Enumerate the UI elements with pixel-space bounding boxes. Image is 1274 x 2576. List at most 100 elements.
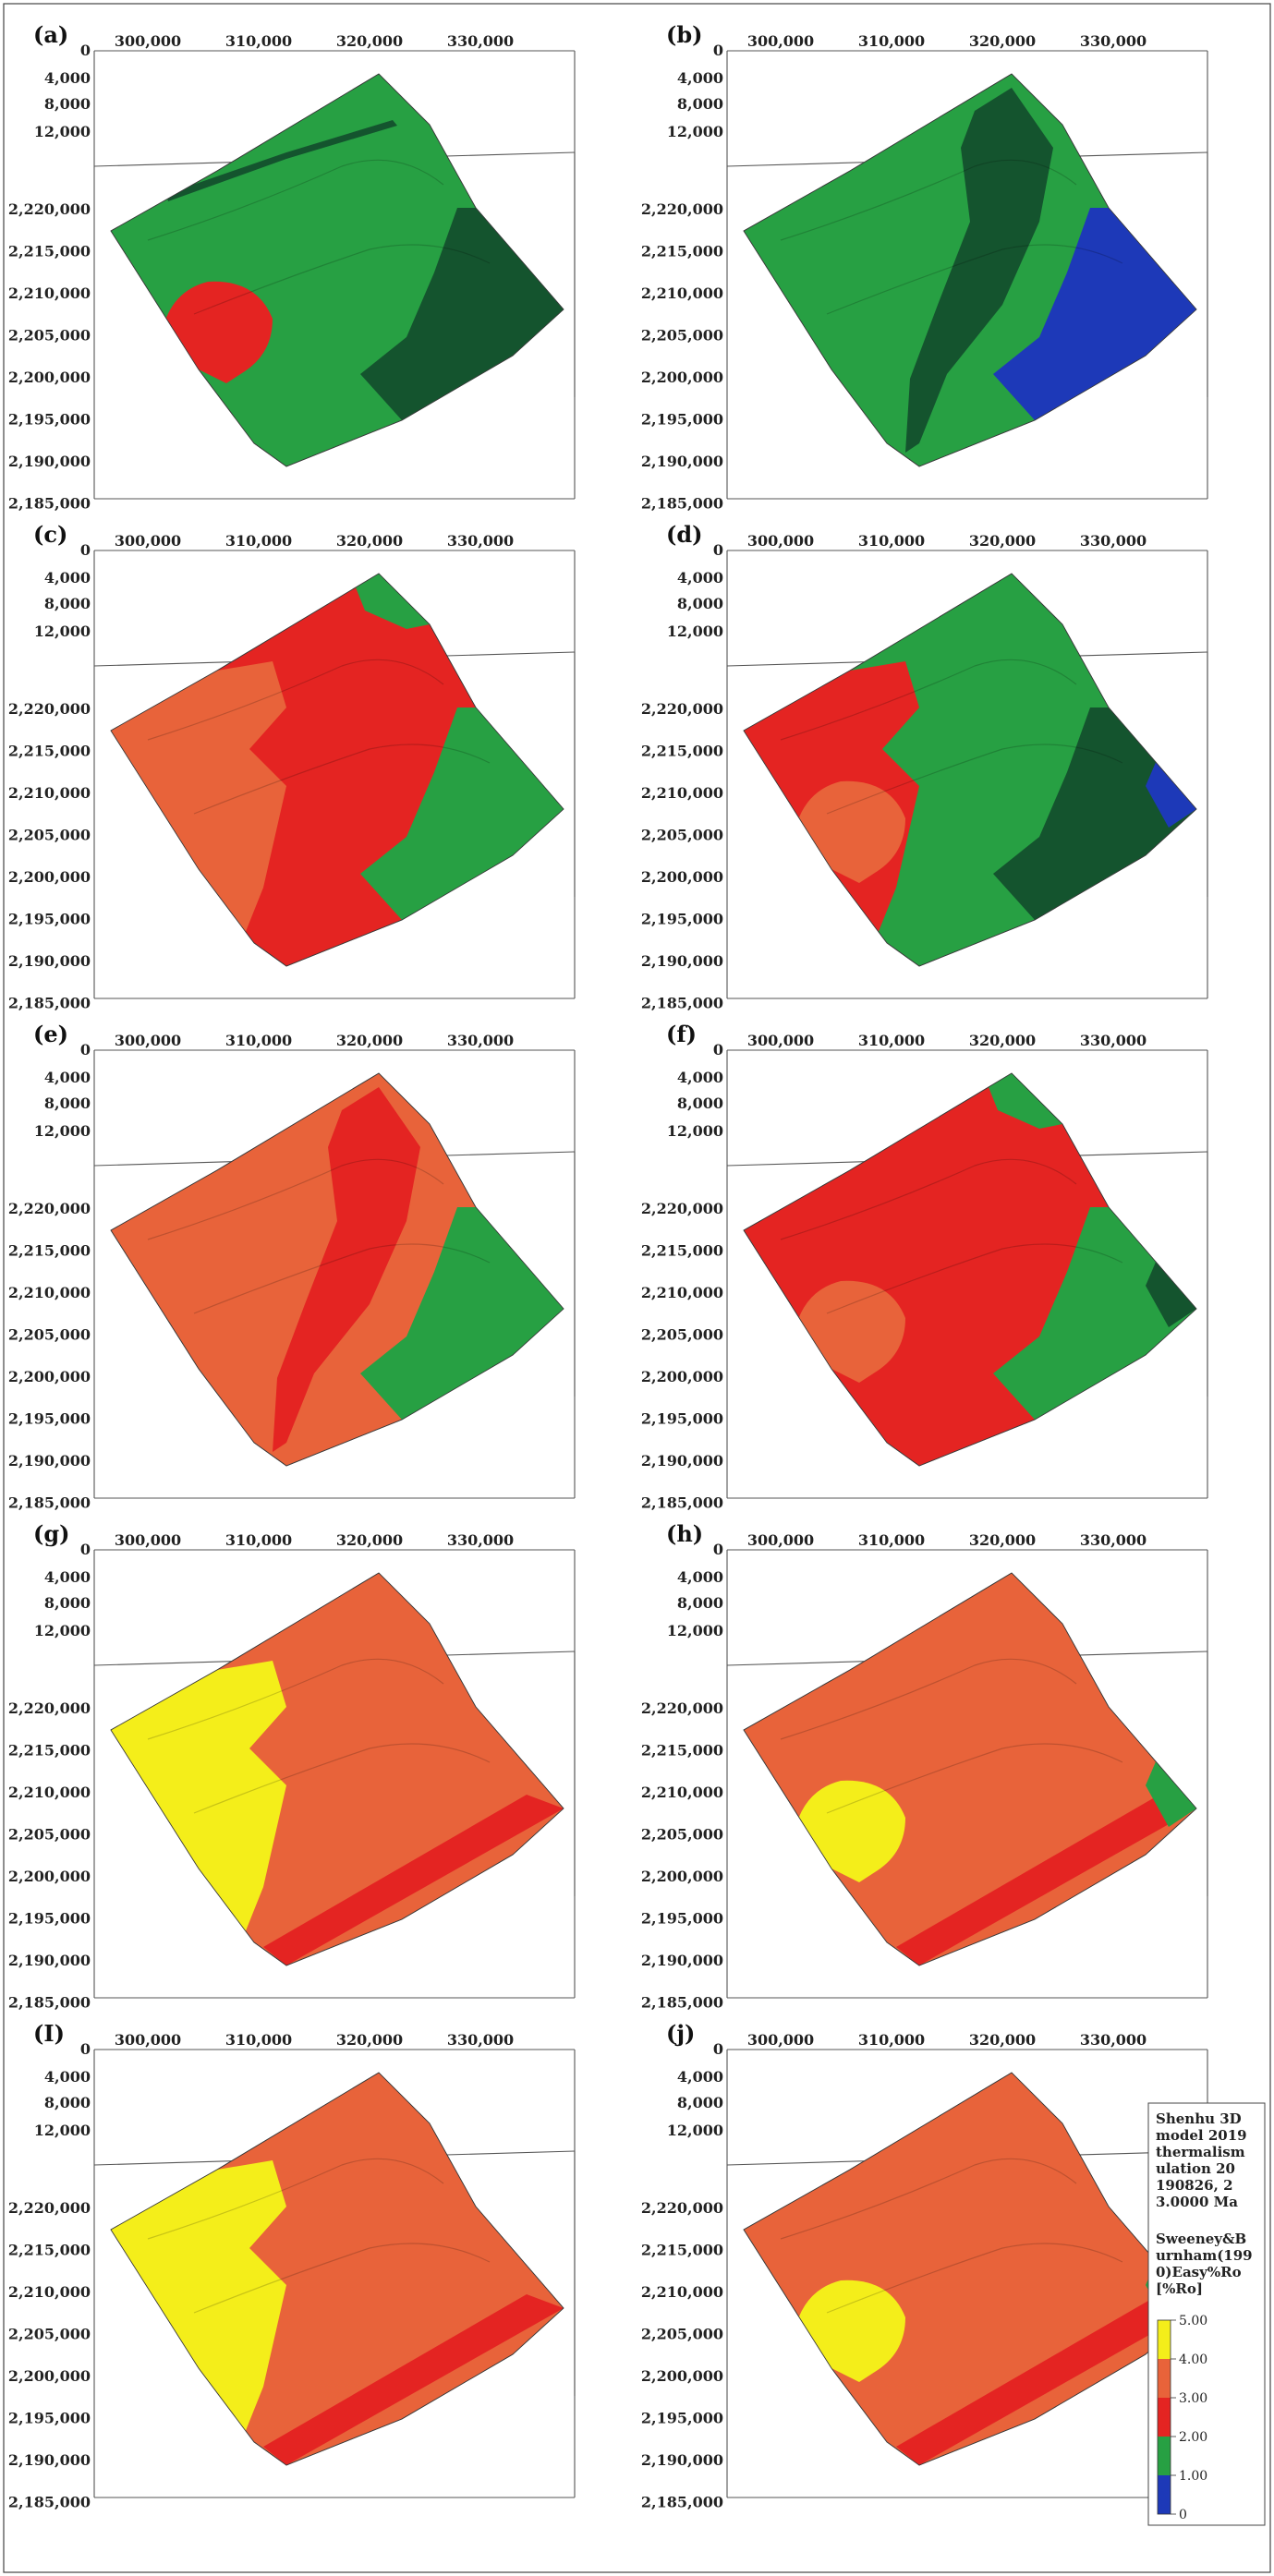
panel-5: (e) 300,000 310,000 320,000 330,000 0 4,000 8,0… — [8, 1021, 576, 1512]
y-tick-label: 2,220,000 — [641, 1699, 723, 1717]
y-tick-label: 2,200,000 — [641, 1868, 723, 1885]
y-tick-label: 2,215,000 — [641, 243, 723, 260]
panel-4: (d) 300,000 310,000 320,000 330,000 0 4,000 8,0… — [641, 521, 1208, 1012]
y-tick-label: 2,220,000 — [8, 2199, 91, 2217]
y-tick-label: 2,210,000 — [641, 1784, 723, 1801]
x-tick-label: 330,000 — [1080, 1032, 1147, 1049]
surface-region-3 — [1146, 1753, 1196, 1827]
relief-line-2 — [826, 2243, 1123, 2314]
legend-subtitle-line: 0)Easy%Ro — [1156, 2264, 1242, 2280]
y-tick-label: 2,190,000 — [641, 1952, 723, 1969]
legend-title-line: Shenhu 3D — [1156, 2110, 1242, 2127]
x-tick-label: 300,000 — [747, 2031, 814, 2049]
relief-line-1 — [780, 659, 1077, 741]
surface-region-1 — [111, 661, 286, 934]
depth-tick-label: 8,000 — [44, 1594, 91, 1612]
surface-region-2 — [360, 707, 564, 920]
panel-label: (a) — [33, 21, 68, 48]
y-tick-label: 2,205,000 — [8, 327, 91, 345]
relief-line-1 — [147, 1658, 444, 1740]
depth-tick-label: 4,000 — [44, 1568, 91, 1586]
surface-region-3 — [993, 707, 1196, 920]
relief-line-1 — [147, 2158, 444, 2240]
depth-tick-label: 12,000 — [34, 2122, 91, 2139]
x-tick-label: 310,000 — [225, 532, 292, 550]
relief-line-2 — [826, 744, 1123, 815]
y-tick-label: 2,195,000 — [8, 1410, 91, 1428]
bounding-box — [93, 1049, 576, 1499]
y-tick-label: 2,185,000 — [641, 995, 723, 1012]
x-tick-label: 320,000 — [336, 1531, 403, 1549]
x-tick-label: 320,000 — [336, 32, 403, 50]
legend-subtitle-line: [%Ro] — [1156, 2280, 1203, 2297]
y-tick-label: 2,220,000 — [8, 1699, 91, 1717]
relief-line-1 — [147, 1158, 444, 1240]
y-tick-label: 2,195,000 — [641, 411, 723, 429]
y-tick-label: 2,205,000 — [8, 1326, 91, 1344]
depth-tick-label: 8,000 — [677, 95, 723, 113]
y-tick-label: 2,195,000 — [641, 1910, 723, 1928]
x-tick-label: 300,000 — [115, 1531, 181, 1549]
y-tick-label: 2,205,000 — [8, 1826, 91, 1844]
depth-tick-label: 12,000 — [667, 123, 723, 140]
y-tick-label: 2,195,000 — [641, 2410, 723, 2427]
colorbar-segment — [1158, 2320, 1171, 2359]
colorbar-segment — [1158, 2359, 1171, 2398]
y-tick-label: 2,195,000 — [8, 2410, 91, 2427]
depth-tick-label: 4,000 — [44, 69, 91, 87]
depth-tick-label: 0 — [80, 541, 91, 559]
relief-line-1 — [780, 2158, 1077, 2240]
relief-line-2 — [826, 1743, 1123, 1814]
y-tick-label: 2,185,000 — [8, 1994, 91, 2012]
panel-label: (c) — [33, 521, 67, 548]
relief-line-1 — [147, 159, 444, 241]
depth-tick-label: 8,000 — [677, 595, 723, 612]
x-tick-label: 300,000 — [747, 32, 814, 50]
y-tick-label: 2,190,000 — [8, 952, 91, 970]
depth-tick-label: 4,000 — [677, 69, 723, 87]
colorbar-tick: 1.00 — [1179, 2469, 1207, 2484]
panel-8: (h) 300,000 310,000 320,000 330,000 0 4,000 8,0… — [641, 1520, 1208, 2012]
x-tick-label: 330,000 — [447, 1032, 514, 1049]
y-tick-label: 2,220,000 — [8, 200, 91, 218]
x-tick-label: 320,000 — [969, 1531, 1036, 1549]
panel-9: (I) 300,000 310,000 320,000 330,000 0 4,000 8,0… — [8, 2020, 576, 2511]
y-tick-label: 2,190,000 — [641, 1452, 723, 1469]
depth-tick-label: 12,000 — [667, 1122, 723, 1140]
y-tick-label: 2,215,000 — [641, 2242, 723, 2259]
legend-title-line: ulation 20 — [1156, 2160, 1235, 2177]
bounding-box — [726, 1049, 1208, 1499]
y-tick-label: 2,205,000 — [641, 2326, 723, 2343]
panel-10: (j) 300,000 310,000 320,000 330,000 0 4,000 8,0… — [641, 2020, 1208, 2511]
panel-6: (f) 300,000 310,000 320,000 330,000 0 4,000 8,0… — [641, 1021, 1208, 1512]
y-tick-label: 2,200,000 — [8, 1868, 91, 1885]
y-tick-label: 2,195,000 — [8, 911, 91, 928]
x-tick-label: 330,000 — [1080, 532, 1147, 550]
y-tick-label: 2,200,000 — [8, 1368, 91, 1385]
y-tick-label: 2,215,000 — [641, 743, 723, 760]
panel-label: (f) — [666, 1021, 697, 1047]
y-tick-label: 2,190,000 — [8, 1452, 91, 1469]
depth-tick-label: 8,000 — [677, 1594, 723, 1612]
relief-line-2 — [193, 744, 491, 815]
surface-region-2 — [263, 1795, 564, 1965]
depth-tick-label: 0 — [80, 2040, 91, 2058]
depth-tick-label: 0 — [80, 1541, 91, 1558]
panel-1: (a) 300,000 310,000 320,000 330,000 0 4,000 8,0… — [8, 21, 576, 513]
y-tick-label: 2,215,000 — [8, 743, 91, 760]
colorbar-tick: 3.00 — [1179, 2391, 1207, 2406]
legend-title-line: 190826, 2 — [1156, 2177, 1233, 2194]
relief-line-2 — [826, 1243, 1123, 1314]
y-tick-label: 2,200,000 — [641, 868, 723, 886]
y-tick-label: 2,200,000 — [8, 2367, 91, 2385]
depth-tick-label: 8,000 — [677, 1094, 723, 1112]
depth-tick-label: 8,000 — [44, 95, 91, 113]
colorbar-tick: 2.00 — [1179, 2430, 1207, 2445]
depth-tick-label: 4,000 — [677, 1069, 723, 1086]
bounding-box — [726, 50, 1208, 500]
surface-region-1 — [273, 1087, 420, 1452]
y-tick-label: 2,220,000 — [641, 700, 723, 718]
y-tick-label: 2,190,000 — [8, 1952, 91, 1969]
y-tick-label: 2,215,000 — [8, 1742, 91, 1760]
surface-region-3 — [356, 574, 430, 629]
